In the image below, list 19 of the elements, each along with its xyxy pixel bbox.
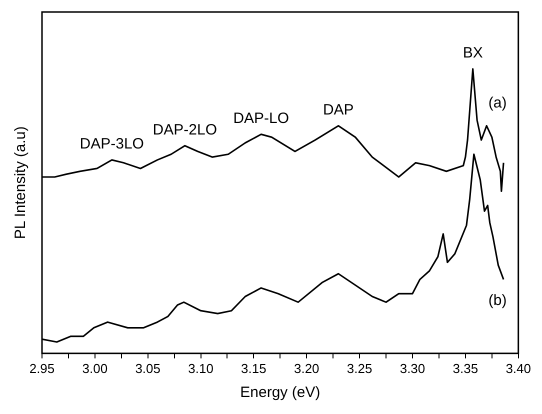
annotation: DAP-2LO xyxy=(152,121,218,138)
annotation: DAP-LO xyxy=(233,110,290,127)
x-tick-label: 3.40 xyxy=(506,360,532,376)
x-axis-title: Energy (eV) xyxy=(240,384,320,402)
series-label: (a) xyxy=(488,94,507,112)
annotation: BX xyxy=(462,44,483,62)
x-tick-label: 2.95 xyxy=(29,360,55,376)
y-axis-title: PL Intensity (a.u) xyxy=(12,126,30,240)
x-tick-label: 3.00 xyxy=(82,360,108,376)
x-tick-label: 3.25 xyxy=(346,360,372,376)
x-tick-label: 3.05 xyxy=(135,360,161,376)
x-tick-label: 3.35 xyxy=(452,360,478,376)
x-tick-label: 3.10 xyxy=(188,360,214,376)
x-tick-label: 3.15 xyxy=(241,360,266,376)
x-tick-label: 3.20 xyxy=(294,360,320,376)
x-tick-label: 3.30 xyxy=(400,360,426,376)
series-label: (b) xyxy=(488,292,507,310)
annotation: DAP xyxy=(322,101,354,118)
annotation: DAP-3LO xyxy=(80,136,144,153)
